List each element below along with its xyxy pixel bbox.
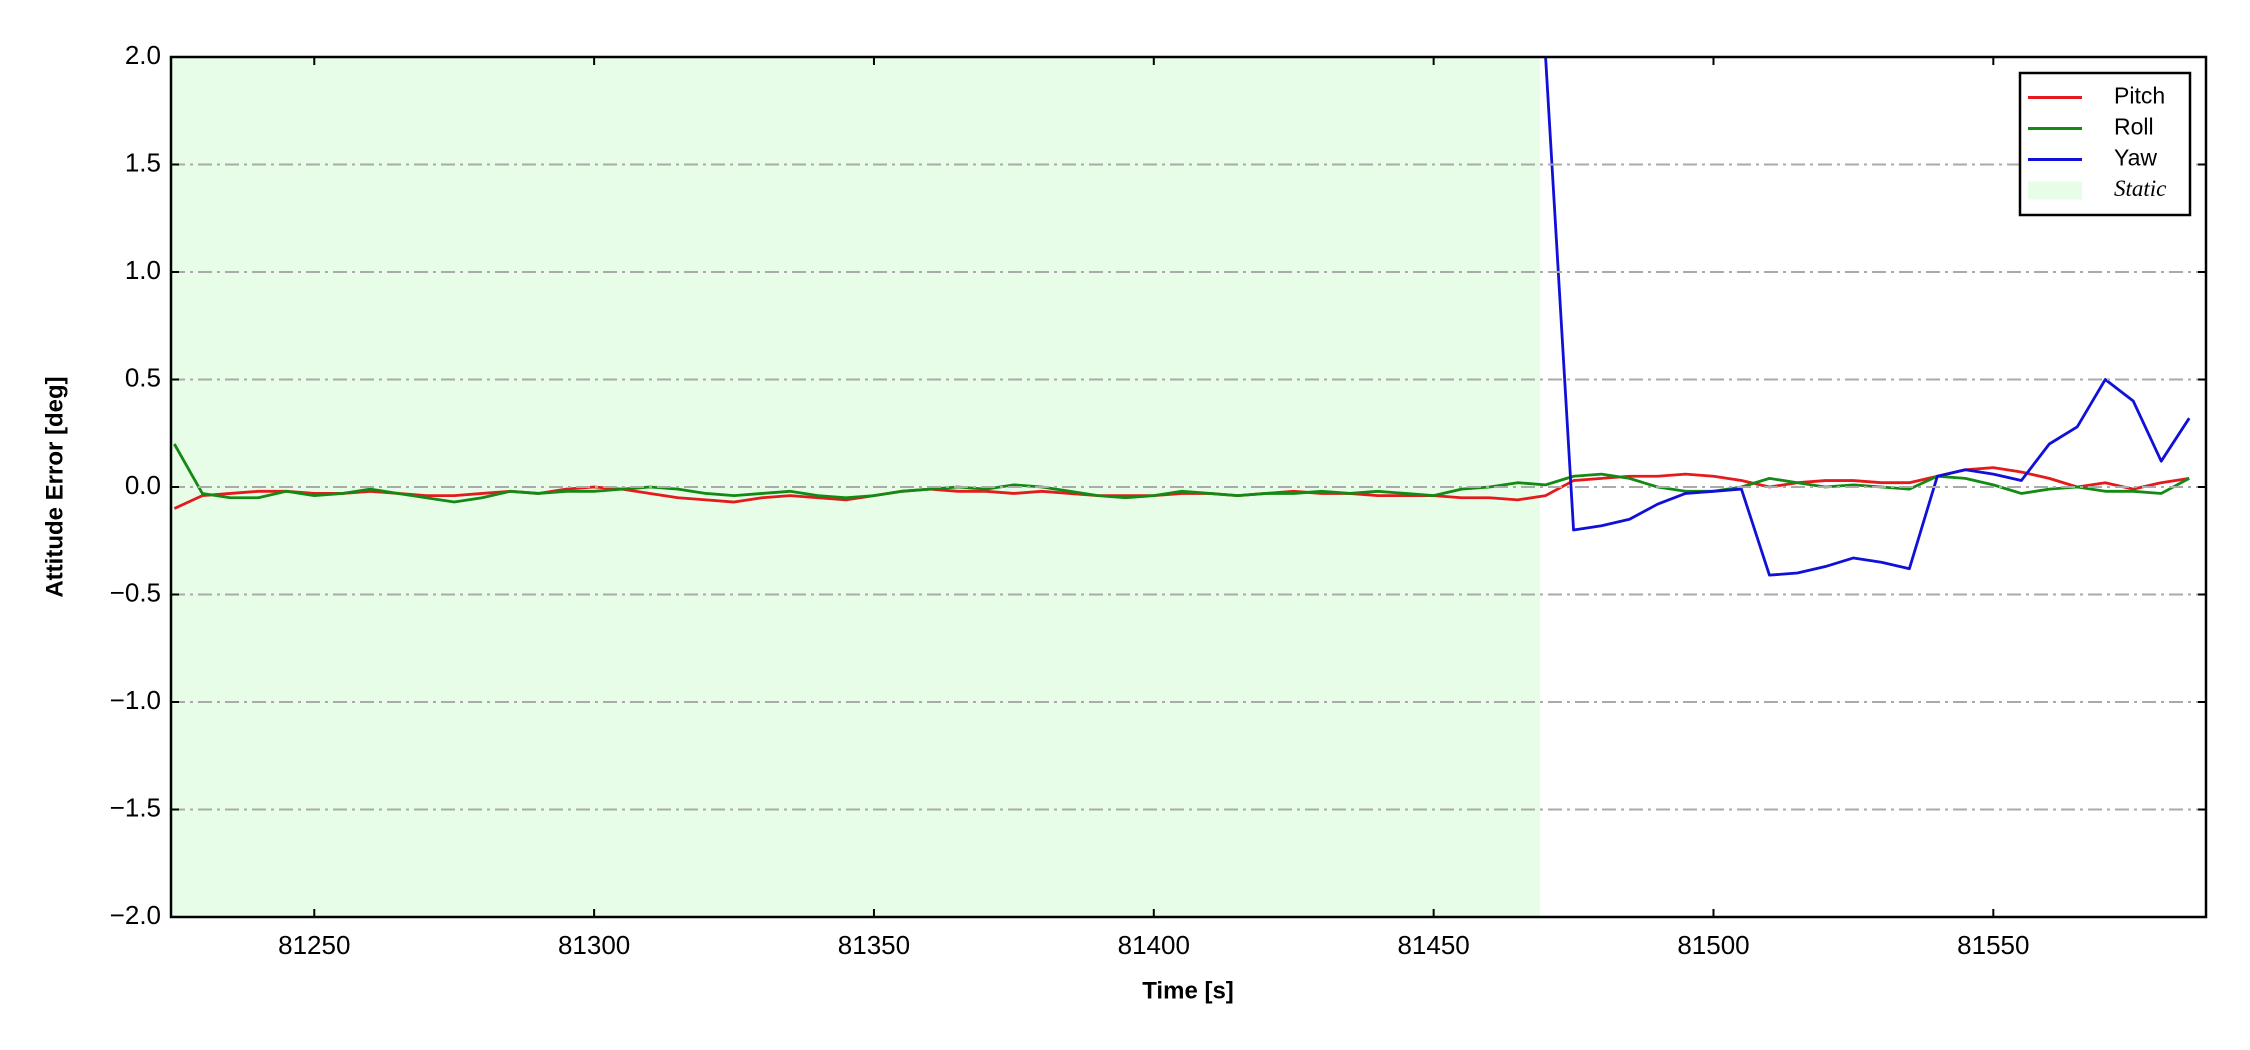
y-tick-label: −1.5 <box>110 792 161 822</box>
y-tick-label: 0.0 <box>125 470 161 500</box>
y-tick-label: −0.5 <box>110 577 161 607</box>
x-tick-label: 81450 <box>1397 930 1469 960</box>
x-tick-label: 81250 <box>278 930 350 960</box>
y-tick-label: 1.0 <box>125 255 161 285</box>
y-tick-label: 1.5 <box>125 147 161 177</box>
plot-frame <box>169 55 2208 919</box>
legend-label: Yaw <box>2114 145 2157 171</box>
x-tick-label: 81350 <box>838 930 910 960</box>
legend-swatch <box>2028 181 2082 200</box>
y-tick-label: 2.0 <box>125 40 161 70</box>
legend-label: Pitch <box>2114 83 2165 109</box>
y-tick-label: −1.0 <box>110 685 161 715</box>
x-tick-label: 81300 <box>558 930 630 960</box>
y-tick-label: −2.0 <box>110 900 161 930</box>
series-line <box>1544 57 2191 577</box>
legend-label: Roll <box>2114 114 2154 140</box>
legend-label: Static <box>2114 176 2166 201</box>
series-line <box>173 443 2190 504</box>
x-tick-label: 81500 <box>1677 930 1749 960</box>
y-tick-label: 0.5 <box>125 362 161 392</box>
x-tick-label: 81550 <box>1957 930 2029 960</box>
x-tick-label: 81400 <box>1118 930 1190 960</box>
x-axis-label: Time [s] <box>1142 977 1234 1004</box>
y-axis-label: Attitude Error [deg] <box>41 376 68 597</box>
